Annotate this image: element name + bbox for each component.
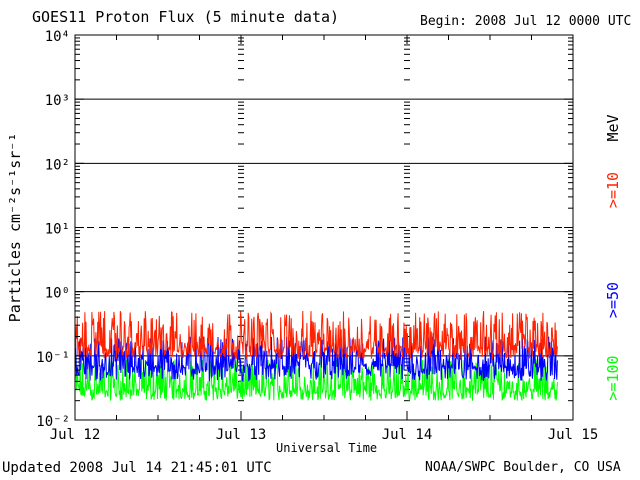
energy-legend-label: MeV [604, 114, 622, 141]
series-line [74, 336, 558, 382]
series-line [74, 358, 558, 402]
x-tick-label: Jul 14 [382, 427, 433, 443]
x-tick-label: Jul 15 [548, 427, 599, 443]
axis-labels: 10⁻² 10⁻¹ 10⁰ 10¹ 10² 10³ 10⁴ Jul 12 Jul 13 Jul 1… [6, 29, 622, 443]
y-tick-label: 10⁴ [45, 29, 70, 45]
updated-timestamp: Updated 2008 Jul 14 21:45:01 UTC [2, 460, 272, 476]
x-tick-label: Jul 12 [50, 427, 101, 443]
y-tick-label: 10¹ [45, 222, 70, 238]
x-axis-title: Universal Time [276, 441, 378, 455]
chart-title: GOES11 Proton Flux (5 minute data) [32, 8, 340, 26]
y-tick-label: 10² [45, 157, 70, 173]
begin-time-label: Begin: 2008 Jul 12 0000 UTC [420, 14, 632, 29]
axis-ticks [74, 34, 574, 421]
energy-legend-label: >=50 [604, 282, 622, 318]
series-line [74, 310, 558, 361]
x-tick-label: Jul 13 [216, 427, 267, 443]
y-tick-label: 10⁰ [45, 286, 70, 302]
y-tick-label: 10⁻² [36, 414, 70, 430]
source-credit: NOAA/SWPC Boulder, CO USA [425, 460, 621, 475]
y-tick-label: 10⁻¹ [36, 350, 70, 366]
data-series [74, 310, 558, 402]
energy-legend-label: >=100 [604, 355, 622, 400]
y-axis-title: Particles cm⁻²s⁻¹sr⁻¹ [6, 133, 24, 323]
energy-legend-label: >=10 [604, 172, 622, 208]
y-tick-label: 10³ [45, 93, 70, 109]
